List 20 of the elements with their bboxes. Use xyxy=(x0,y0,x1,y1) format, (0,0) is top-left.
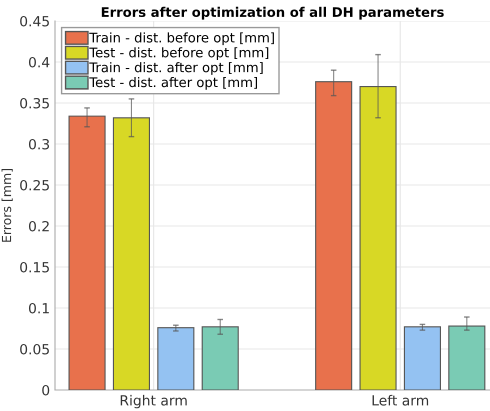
y-tick-label: 0.05 xyxy=(20,344,49,354)
y-tick-label: 0.2 xyxy=(28,220,49,232)
bar xyxy=(404,326,441,390)
y-tick-label: 0.1 xyxy=(28,302,49,314)
y-tick-label: 0 xyxy=(42,384,50,396)
legend-label: Test - dist. after opt [mm] xyxy=(89,77,258,90)
legend-label: Train - dist. before opt [mm] xyxy=(89,32,274,46)
legend-label: Test - dist. before opt [mm] xyxy=(89,47,268,60)
legend-label: Train - dist. after opt [mm] xyxy=(89,62,263,75)
y-axis-title: Errors [mm] xyxy=(2,169,13,242)
y-tick-label: 0.4 xyxy=(28,56,50,68)
bar xyxy=(157,327,194,390)
chart-title: Errors after optimization of all DH parameters xyxy=(102,6,444,20)
x-tick-label: Right arm xyxy=(120,394,187,408)
y-tick-label: 0.35 xyxy=(20,98,49,108)
y-tick-label: 0.45 xyxy=(20,16,49,26)
x-tick-label: Left arm xyxy=(372,394,428,406)
y-tick-label: 0.3 xyxy=(28,138,50,150)
y-tick-label: 0.15 xyxy=(20,262,49,272)
y-tick-label: 0.25 xyxy=(20,180,49,190)
